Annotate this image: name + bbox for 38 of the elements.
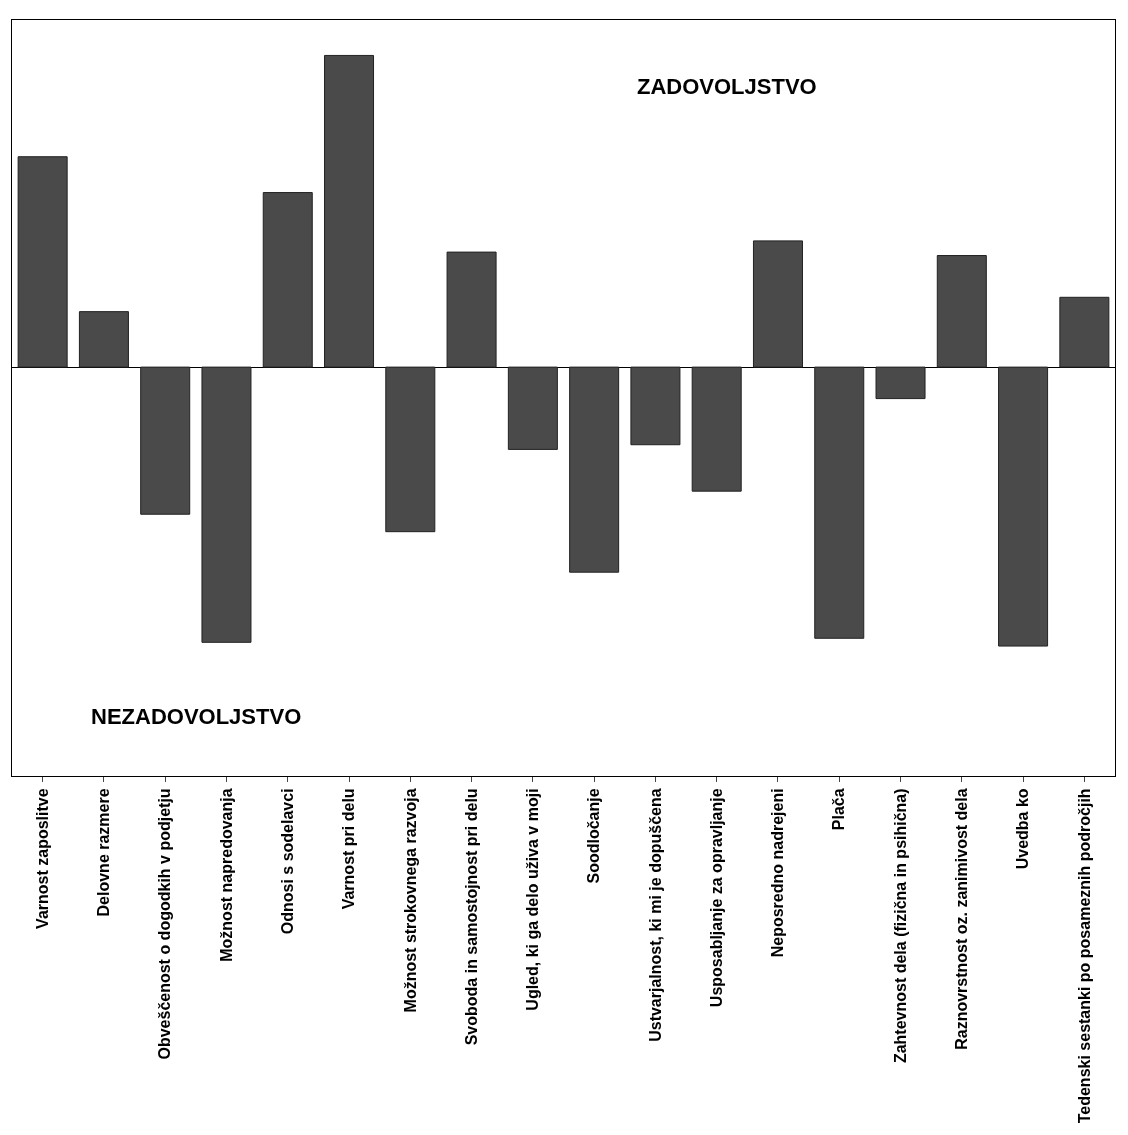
x-tick-label: Svoboda in samostojnost pri delu (462, 788, 480, 1046)
bar (569, 366, 620, 573)
x-tick-label: Raznovrstnost oz. zanimivost dela (953, 788, 971, 1050)
bar (936, 255, 987, 368)
x-tick-label: Obveščenost o dogodkih v podjetju (156, 788, 174, 1060)
x-tick-label: Ustvarjalnost, ki mi je dopuščena (646, 788, 664, 1042)
x-tick-label: Zahtevnost dela (fizična in psihična) (891, 788, 909, 1064)
bar (998, 366, 1049, 647)
bar (324, 54, 375, 368)
text: NEZADOVOLJSTVO (91, 704, 302, 729)
bar (630, 366, 681, 446)
annotation: ZADOVOLJSTVO (637, 74, 817, 99)
bar (691, 366, 742, 492)
bar (17, 156, 68, 368)
x-tick-label: Plača (830, 788, 848, 831)
bar (507, 366, 558, 450)
x-tick-label: Varnost pri delu (340, 788, 358, 910)
bar (446, 251, 497, 368)
x-tick-label: Soodločanje (585, 788, 603, 884)
bar (814, 366, 865, 639)
bar (140, 366, 191, 515)
bar (385, 366, 436, 533)
x-tick-label: Delovne razmere (95, 788, 113, 917)
x-tick-label: Usposabljanje za opravljanje (707, 788, 725, 1008)
bar (78, 311, 129, 368)
x-tick-label: Uvedba ko (1014, 788, 1032, 870)
x-tick-label: Odnosi s sodelavci (278, 788, 296, 935)
bar (1059, 296, 1110, 368)
x-tick-label: Varnost zaposlitve (33, 788, 51, 929)
x-tick-label: Možnost strokovnega razvoja (401, 788, 419, 1013)
x-tick-label: Ugled, ki ga delo uživa v moji (524, 788, 542, 1011)
bar (752, 240, 803, 368)
bar (875, 366, 926, 400)
bar (262, 192, 313, 368)
x-tick-label: Možnost napredovanja (217, 788, 235, 962)
bar (201, 366, 252, 643)
x-tick-label: Neposredno nadrejeni (769, 788, 787, 958)
x-tick-label: Tedenski sestanki po posameznih področjih (1075, 788, 1093, 1124)
